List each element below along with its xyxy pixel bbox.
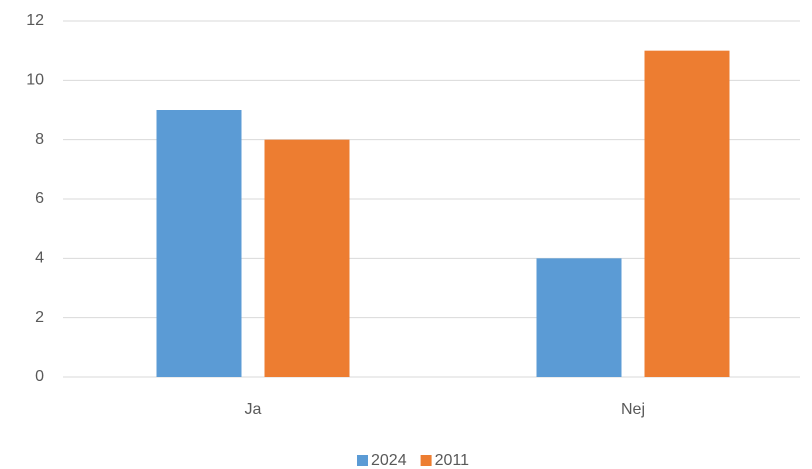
x-tick-label: Nej	[621, 401, 645, 418]
legend-swatch	[357, 455, 368, 466]
bar	[536, 258, 622, 377]
y-tick-label: 8	[35, 131, 44, 148]
y-tick-label: 0	[35, 368, 44, 385]
y-tick-label: 4	[35, 250, 44, 267]
y-tick-label: 2	[35, 309, 44, 326]
legend-swatch	[420, 455, 432, 466]
y-tick-label: 6	[35, 190, 44, 207]
x-tick-label: Ja	[245, 401, 262, 418]
y-tick-label: 12	[26, 12, 44, 29]
bar	[264, 139, 350, 377]
legend-label: 2024	[371, 452, 407, 469]
legend-label: 2011	[435, 452, 470, 469]
bar	[156, 110, 242, 377]
bar	[644, 50, 730, 378]
y-tick-label: 10	[26, 72, 44, 89]
